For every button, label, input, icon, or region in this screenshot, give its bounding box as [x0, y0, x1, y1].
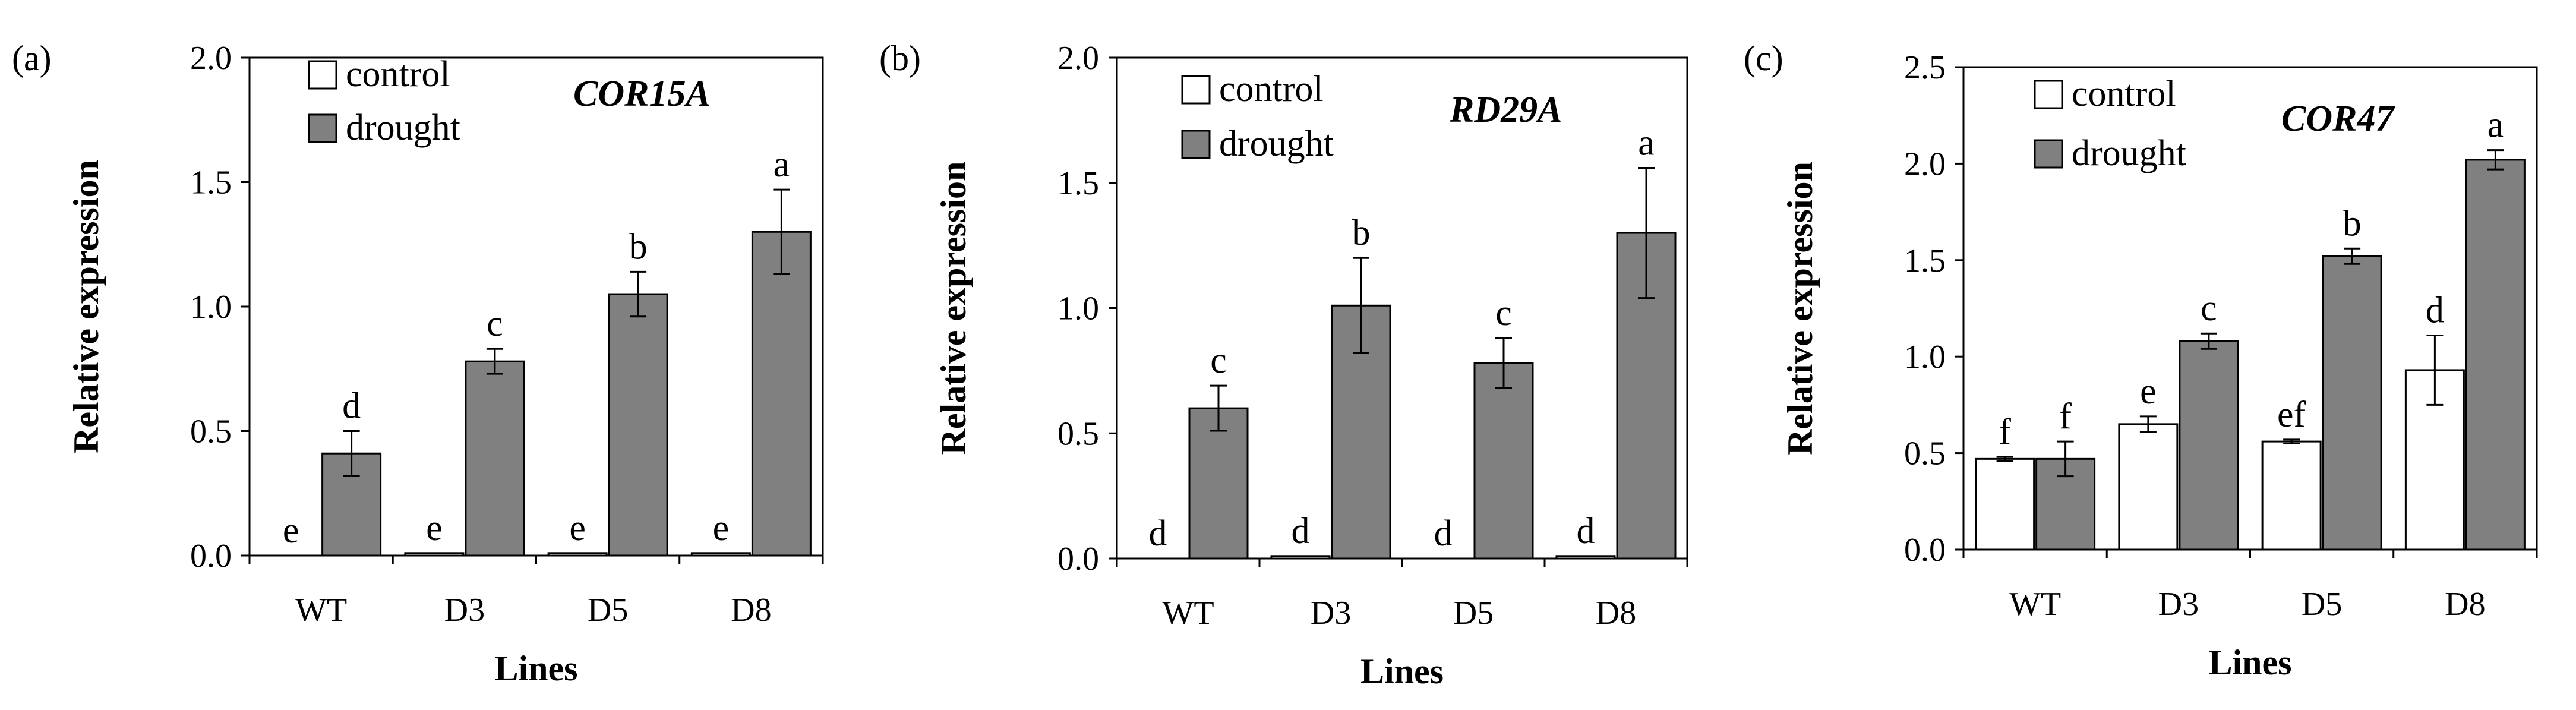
y-tick-label: 2.0	[1904, 146, 1946, 182]
y-axis-title: Relative expression	[67, 160, 106, 453]
bar-drought	[465, 360, 525, 557]
x-tick-label: D8	[2445, 586, 2485, 623]
gene-name: RD29A	[1449, 90, 1562, 130]
y-tick-label: 2.0	[1057, 40, 1099, 77]
y-tick-label: 1.5	[190, 165, 232, 201]
bar-control	[2404, 369, 2465, 551]
legend-label-control: control	[2072, 74, 2176, 114]
legend-swatch-drought	[308, 113, 337, 143]
legend-swatch-control	[1181, 75, 1211, 105]
x-tick-label: D5	[1453, 595, 1494, 632]
bar-control	[1975, 457, 2035, 551]
significance-label: f	[2059, 396, 2072, 437]
bar-drought	[2322, 255, 2382, 551]
bar-control	[2118, 423, 2179, 551]
y-tick-label: 0.5	[1057, 415, 1099, 452]
x-tick-label: D3	[444, 592, 485, 629]
x-tick-label: D3	[2158, 586, 2199, 623]
y-tick-label: 2.5	[1904, 49, 1946, 86]
legend-swatch-drought	[2034, 139, 2063, 169]
significance-label: e	[2140, 371, 2157, 412]
significance-label: d	[1149, 513, 1167, 554]
x-axis-title: Lines	[2208, 643, 2291, 682]
x-tick-label: D5	[2302, 586, 2342, 623]
significance-label: a	[1638, 122, 1655, 163]
y-tick-label: 0.0	[1904, 532, 1946, 569]
y-tick-label: 0.5	[1904, 436, 1946, 472]
legend-label-drought: drought	[2072, 133, 2186, 173]
y-tick-label: 0.5	[190, 414, 232, 450]
bar-drought	[751, 231, 812, 557]
x-tick-label: WT	[1162, 595, 1214, 632]
significance-label: d	[2426, 290, 2444, 330]
x-axis-title: Lines	[494, 649, 577, 688]
bar-control	[404, 552, 465, 557]
gene-name: COR47	[2281, 99, 2395, 139]
significance-label: c	[1495, 293, 1512, 333]
significance-label: d	[342, 386, 361, 427]
y-axis-title: Relative expression	[934, 162, 973, 455]
significance-label: f	[1999, 412, 2011, 452]
x-tick-label: D5	[588, 592, 628, 629]
significance-label: b	[2343, 203, 2362, 244]
significance-label: b	[1352, 213, 1371, 253]
legend-swatch-drought	[1181, 130, 1211, 159]
bar-control	[2261, 440, 2322, 551]
significance-label: c	[487, 304, 503, 344]
x-tick-label: WT	[2009, 586, 2061, 623]
bar-drought	[1616, 232, 1677, 560]
chart-panel-2: (c) 0.0 0.5 1.0 1.5 2.0 2.5 f f WT e c D3 ef b D5 d a D8 Li…	[1744, 39, 2538, 682]
significance-label: c	[1210, 340, 1227, 381]
significance-label: e	[283, 510, 299, 551]
x-tick-label: D3	[1311, 595, 1351, 632]
y-axis-title: Relative expression	[1781, 162, 1820, 455]
x-axis-title: Lines	[1360, 652, 1444, 691]
panel-label: (a)	[12, 39, 52, 78]
y-tick-label: 0.0	[1057, 541, 1099, 578]
bar-control	[1270, 555, 1331, 560]
legend-label-control: control	[346, 54, 450, 94]
significance-label: c	[2201, 288, 2217, 329]
y-tick-label: 1.0	[190, 289, 232, 326]
significance-label: d	[1577, 511, 1595, 551]
bar-control	[547, 552, 608, 557]
bar-control	[1555, 555, 1616, 560]
gene-name: COR15A	[573, 74, 711, 114]
bar-drought	[1473, 362, 1534, 560]
panel-label: (b)	[879, 39, 921, 78]
x-tick-label: D8	[731, 592, 771, 629]
y-tick-label: 1.0	[1057, 291, 1099, 327]
bar-drought	[608, 293, 668, 557]
x-tick-label: D8	[1596, 595, 1636, 632]
bar-drought	[1188, 407, 1249, 560]
significance-label: a	[774, 144, 790, 185]
significance-label: d	[1434, 513, 1453, 554]
bar-drought	[2179, 340, 2239, 551]
legend-swatch-control	[308, 60, 337, 90]
bar-control	[690, 552, 751, 557]
significance-label: ef	[2277, 395, 2306, 435]
y-tick-label: 1.5	[1904, 242, 1946, 279]
legend-swatch-control	[2034, 80, 2063, 109]
y-tick-label: 1.5	[1057, 165, 1099, 202]
significance-label: e	[569, 508, 586, 548]
legend-label-control: control	[1219, 69, 1324, 109]
y-tick-label: 0.0	[190, 538, 232, 575]
significance-label: a	[2487, 105, 2504, 146]
panel-label: (c)	[1744, 39, 1783, 78]
bar-drought	[2465, 159, 2526, 551]
x-tick-label: WT	[295, 592, 347, 629]
chart-panel-0: (a) 0.0 0.5 1.0 1.5 2.0 e d WT e c D3 e b D5 e a D8 Lines R…	[12, 39, 824, 688]
chart-panel-1: (b) 0.0 0.5 1.0 1.5 2.0 d c WT d b D3 d c D5 d a D8 Lines R…	[879, 39, 1688, 691]
y-tick-label: 2.0	[190, 40, 232, 77]
significance-label: d	[1292, 511, 1310, 551]
significance-label: e	[426, 508, 443, 548]
y-tick-label: 1.0	[1904, 339, 1946, 375]
significance-label: b	[629, 226, 648, 267]
legend-label-drought: drought	[1219, 124, 1334, 164]
significance-label: e	[713, 508, 730, 548]
legend-label-drought: drought	[346, 108, 460, 148]
